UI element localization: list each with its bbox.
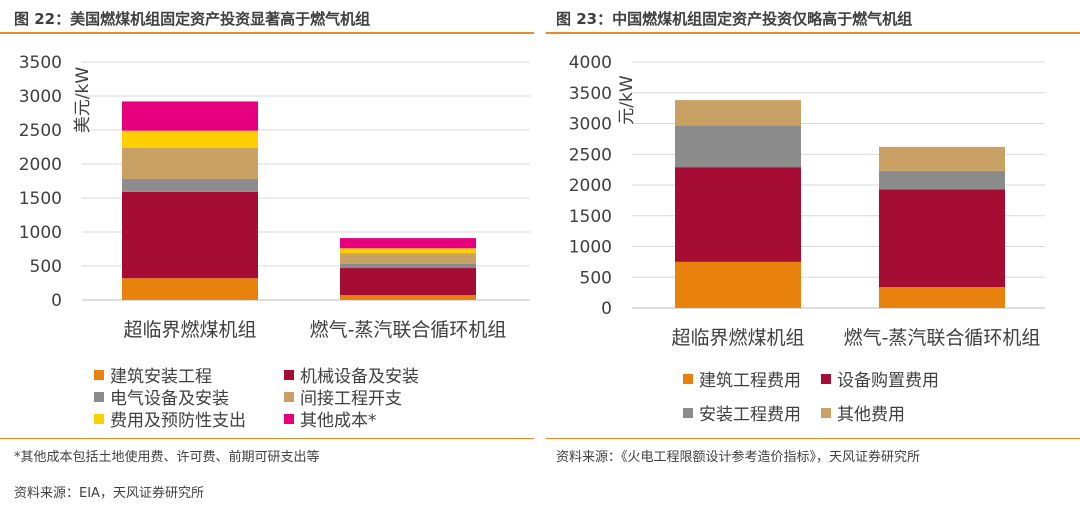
right-bar-segment <box>879 189 1005 288</box>
left-legend-swatch <box>94 369 104 380</box>
right-y-tick-label: 0 <box>601 299 612 319</box>
left-bar-segment <box>340 263 476 269</box>
right-legend-item: 其他费用 <box>821 400 905 425</box>
left-legend-label: 电气设备及安装 <box>110 389 229 409</box>
left-bar-segment <box>340 238 476 249</box>
right-legend-label: 设备购置费用 <box>837 371 939 391</box>
left-y-tick-label: 1500 <box>19 189 62 209</box>
right-y-tick-label: 2000 <box>569 176 612 196</box>
left-legend-item: 费用及预防性支出 <box>94 406 246 431</box>
left-legend-swatch <box>94 413 104 424</box>
left-legend-swatch <box>284 391 294 402</box>
right-y-tick-label: 1000 <box>569 238 612 258</box>
right-legend-swatch <box>821 373 831 384</box>
left-bar-segment <box>122 130 258 148</box>
right-figure-title: 图 23：中国燃煤机组固定资产投资仅略高于燃气机组 <box>556 10 913 28</box>
left-y-axis-label: 美元/kW <box>73 67 93 134</box>
right-legend-swatch <box>683 407 693 418</box>
right-legend-label: 建筑工程费用 <box>699 371 801 391</box>
right-bar-segment <box>675 167 801 262</box>
left-y-tick-label: 3000 <box>19 87 62 107</box>
left-legend-label: 间接工程开支 <box>300 389 402 409</box>
right-category-label: 燃气-蒸汽联合循环机组 <box>844 327 1041 349</box>
left-title-rule <box>0 32 534 34</box>
right-y-tick-label: 3500 <box>569 84 612 104</box>
right-title-rule <box>546 32 1080 34</box>
left-category-label: 超临界燃煤机组 <box>123 319 256 341</box>
left-legend-item: 间接工程开支 <box>284 384 402 409</box>
left-bar-segment <box>122 278 258 300</box>
left-legend-swatch <box>284 369 294 380</box>
left-legend-label: 其他成本* <box>300 411 377 431</box>
left-legend-label: 机械设备及安装 <box>300 367 419 387</box>
left-bar-segment <box>340 268 476 296</box>
left-bar-segment <box>340 248 476 254</box>
left-category-label: 燃气-蒸汽联合循环机组 <box>310 319 507 341</box>
left-y-tick-label: 0 <box>51 291 62 311</box>
left-y-tick-label: 1000 <box>19 223 62 243</box>
right-y-tick-label: 1500 <box>569 207 612 227</box>
left-source: 资料来源：EIA，天风证券研究所 <box>14 486 204 501</box>
left-bar-segment <box>122 178 258 192</box>
left-footnote: *其他成本包括土地使用费、许可费、前期可研支出等 <box>14 450 320 465</box>
left-bar-segment <box>340 253 476 264</box>
right-source: 资料来源：《火电工程限额设计参考造价指标》，天风证券研究所 <box>556 450 921 465</box>
right-bar-segment <box>879 287 1005 308</box>
left-legend-label: 建筑安装工程 <box>110 367 212 387</box>
left-bar-segment <box>122 101 258 131</box>
left-stacked-bar-chart: 0 500 1000 1500 2000 2500 3000 3500 美元/kW 超临界燃煤机组… <box>19 53 530 341</box>
right-bar-segment <box>675 100 801 126</box>
left-legend-label: 费用及预防性支出 <box>110 411 246 431</box>
left-figure-title: 图 22：美国燃煤机组固定资产投资显著高于燃气机组 <box>14 10 371 28</box>
right-bar-segment <box>675 125 801 168</box>
left-legend-item: 建筑安装工程 <box>94 362 212 387</box>
left-bar-segment <box>340 295 476 300</box>
right-legend-label: 其他费用 <box>837 405 905 425</box>
left-bar-segment <box>122 191 258 279</box>
right-bar-segment <box>675 261 801 308</box>
left-y-tick-label: 2500 <box>19 121 62 141</box>
right-bar-segment <box>879 146 1005 171</box>
right-bottom-rule <box>546 438 1080 439</box>
left-bottom-rule <box>0 438 534 439</box>
left-legend-swatch <box>284 413 294 424</box>
left-y-tick-label: 3500 <box>19 53 62 73</box>
left-y-tick-label: 2000 <box>19 155 62 175</box>
right-y-axis-label: 元/kW <box>617 75 637 125</box>
left-y-tick-label: 500 <box>30 257 62 277</box>
left-bar-segment <box>122 147 258 179</box>
right-y-tick-label: 3000 <box>569 115 612 135</box>
right-legend-swatch <box>821 407 831 418</box>
right-y-tick-label: 4000 <box>569 53 612 73</box>
right-legend-swatch <box>683 373 693 384</box>
right-legend-label: 安装工程费用 <box>699 405 801 425</box>
left-legend-swatch <box>94 391 104 402</box>
right-legend-item: 设备购置费用 <box>821 366 939 391</box>
right-legend-item: 建筑工程费用 <box>683 366 801 391</box>
right-bar-segment <box>879 170 1005 190</box>
left-legend-item: 其他成本* <box>284 406 377 431</box>
right-legend-item: 安装工程费用 <box>683 400 801 425</box>
left-legend-item: 机械设备及安装 <box>284 362 419 387</box>
right-y-tick-label: 2500 <box>569 145 612 165</box>
right-category-label: 超临界燃煤机组 <box>671 327 804 349</box>
left-legend-item: 电气设备及安装 <box>94 384 229 409</box>
right-y-tick-label: 500 <box>580 268 612 288</box>
